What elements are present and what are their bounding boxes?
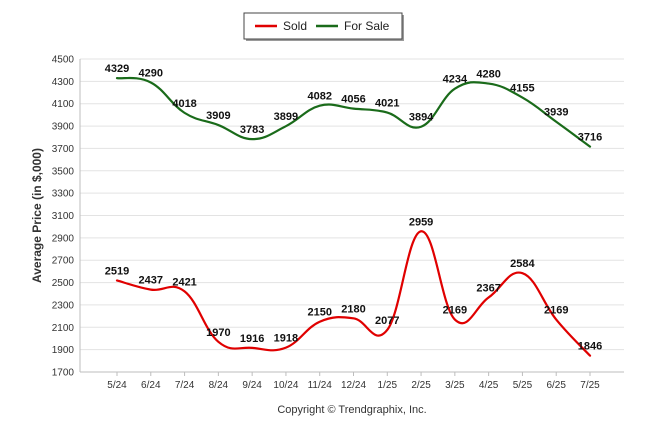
copyright-credit: Copyright © Trendgraphix, Inc. <box>277 404 426 416</box>
data-label-sold: 2169 <box>544 305 568 317</box>
y-tick-label: 4300 <box>52 77 75 88</box>
data-label-sold: 1916 <box>240 333 264 345</box>
data-label-for-sale: 4155 <box>510 83 534 95</box>
x-tick-label: 2/25 <box>411 380 431 391</box>
axes: 1700 1900 2100 2300 2500 2700 2900 3100 3300 3500… <box>52 55 624 391</box>
data-label-for-sale: 4018 <box>172 98 196 110</box>
x-tick-label: 11/24 <box>308 380 333 391</box>
y-axis-title: Average Price (in $,000) <box>30 148 44 283</box>
x-tick-label: 1/25 <box>378 380 398 391</box>
y-tick-label: 3900 <box>52 122 75 133</box>
x-tick-label: 5/24 <box>107 380 127 391</box>
data-label-for-sale: 4082 <box>307 91 331 103</box>
data-label-for-sale: 4021 <box>375 98 399 110</box>
data-label-for-sale: 3909 <box>206 110 230 122</box>
data-label-sold: 1846 <box>578 341 602 353</box>
y-tick-label: 2300 <box>52 300 75 311</box>
x-tick-label: 6/24 <box>141 380 161 391</box>
data-label-sold: 2150 <box>307 307 331 319</box>
data-label-for-sale: 4329 <box>105 63 129 75</box>
data-labels: 2519 2437 2421 1970 1916 1918 2150 2180 2077 2959… <box>105 63 602 353</box>
data-label-sold: 2437 <box>139 275 163 287</box>
x-tick-label: 7/25 <box>580 380 600 391</box>
data-label-sold: 2367 <box>476 282 500 294</box>
legend-label-sold: Sold <box>283 19 307 33</box>
data-label-for-sale: 3894 <box>409 112 434 124</box>
series-lines <box>115 76 592 357</box>
series-line-sold <box>115 230 592 357</box>
x-tick-label: 8/24 <box>209 380 229 391</box>
y-tick-label: 1900 <box>52 345 75 356</box>
data-label-sold: 2519 <box>105 265 129 277</box>
data-label-for-sale: 4280 <box>476 69 500 81</box>
data-label-for-sale: 3939 <box>544 107 568 119</box>
data-label-for-sale: 4234 <box>443 74 468 86</box>
data-label-sold: 2180 <box>341 303 365 315</box>
y-tick-label: 2500 <box>52 278 75 289</box>
x-tick-label: 7/24 <box>175 380 195 391</box>
data-label-for-sale: 3783 <box>240 124 264 136</box>
y-tick-label: 2100 <box>52 323 75 334</box>
y-tick-label: 3300 <box>52 189 75 200</box>
y-tick-label: 3100 <box>52 211 75 222</box>
legend-label-for-sale: For Sale <box>344 19 390 33</box>
y-tick-label: 2700 <box>52 256 75 267</box>
data-label-for-sale: 3899 <box>274 111 298 123</box>
x-tick-label: 12/24 <box>341 380 366 391</box>
x-tick-label: 6/25 <box>546 380 566 391</box>
data-label-sold: 2169 <box>443 305 467 317</box>
y-tick-label: 3700 <box>52 144 75 155</box>
data-label-sold: 2959 <box>409 216 433 228</box>
x-tick-label: 10/24 <box>273 380 298 391</box>
x-tick-label: 3/25 <box>445 380 465 391</box>
data-label-sold: 2584 <box>510 258 535 270</box>
data-label-for-sale: 3716 <box>578 132 602 144</box>
data-label-sold: 2421 <box>172 276 196 288</box>
data-label-sold: 1970 <box>206 327 230 339</box>
x-tick-label: 4/25 <box>479 380 499 391</box>
data-label-for-sale: 4290 <box>139 67 163 79</box>
data-label-sold: 2077 <box>375 315 399 327</box>
data-label-for-sale: 4056 <box>341 94 365 106</box>
x-tick-label: 9/24 <box>242 380 262 391</box>
y-tick-label: 3500 <box>52 166 75 177</box>
y-tick-label: 1700 <box>52 368 75 379</box>
series-line-for-sale <box>115 76 592 148</box>
y-tick-label: 2900 <box>52 233 75 244</box>
data-label-sold: 1918 <box>274 333 298 345</box>
grid <box>80 58 624 373</box>
legend: Sold For Sale <box>243 12 404 41</box>
x-tick-label: 5/25 <box>513 380 533 391</box>
y-tick-label: 4500 <box>52 55 75 66</box>
y-tick-label: 4100 <box>52 99 75 110</box>
